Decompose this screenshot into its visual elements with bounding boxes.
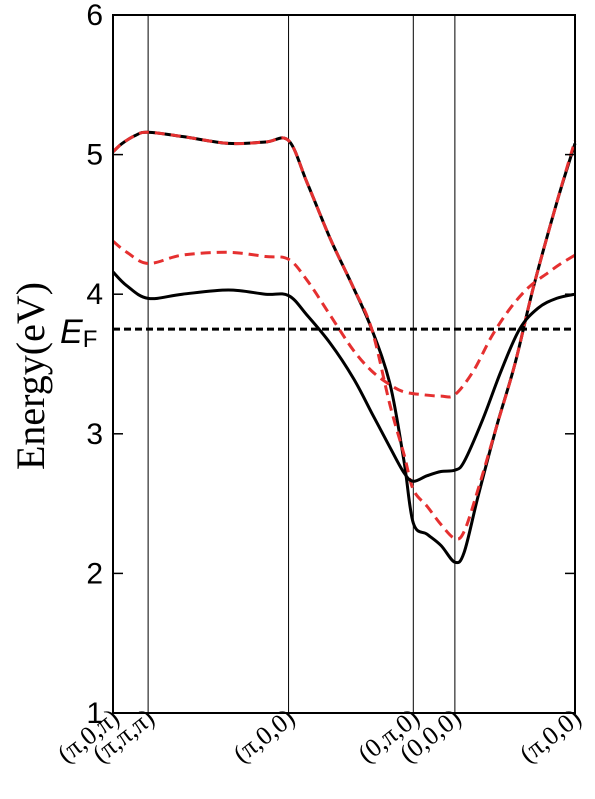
band-line-1	[111, 130, 577, 565]
y-tick-label: 2	[86, 557, 103, 590]
y-tick-label: 6	[86, 0, 103, 32]
y-tick-label: 1	[86, 697, 103, 730]
y-tick-label: 5	[86, 139, 103, 172]
band-line-2	[111, 130, 577, 541]
y-tick-label: 3	[86, 418, 103, 451]
y-axis: 1 2 3 4 5 6	[86, 0, 575, 730]
fermi-level-label: EF	[60, 313, 97, 353]
plot-frame	[112, 14, 576, 714]
band-series	[111, 130, 577, 565]
y-axis-title: Energy(eV)	[8, 282, 53, 470]
fermi-level-label-subscript: F	[83, 326, 98, 353]
kpoint-divider-lines	[147, 15, 456, 713]
band-line-3	[111, 270, 576, 483]
y-tick-label: 4	[86, 278, 103, 311]
fermi-level-label-main: E	[60, 313, 83, 351]
